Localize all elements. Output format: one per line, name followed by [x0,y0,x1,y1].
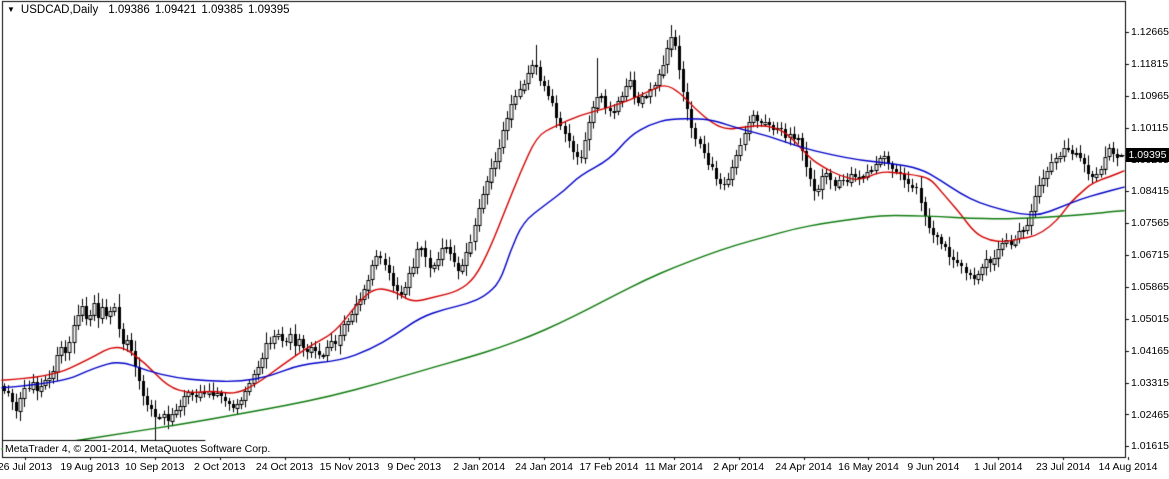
y-axis-label: 1.04165 [1131,344,1169,357]
y-axis-label: 1.10115 [1131,121,1169,134]
quote-high: 1.09421 [154,4,197,16]
x-axis-label: 2 Apr 2014 [713,461,765,473]
y-axis-label: 1.05015 [1131,312,1169,325]
x-axis-label: 11 Mar 2014 [644,461,703,473]
y-axis-label: 1.06715 [1131,249,1169,262]
x-axis-label: 10 Sep 2013 [124,461,185,473]
x-axis-label: 26 Jul 2013 [0,461,53,473]
x-axis-label: 19 Aug 2013 [60,461,120,473]
y-axis-label: 1.02465 [1131,408,1169,421]
copyright-watermark: MetaTrader 4, © 2001-2014, MetaQuotes So… [5,443,271,455]
x-axis-label: 24 Oct 2013 [255,461,314,473]
symbol-timeframe-label: USDCAD,Daily [20,4,99,16]
symbol-dropdown-icon[interactable]: ▼ [7,5,15,14]
x-axis-label: 24 Apr 2014 [775,461,832,473]
y-axis-label: 1.08415 [1131,185,1169,198]
current-price-badge: 1.09395 [1126,147,1169,162]
x-axis-label: 1 Jul 2014 [974,461,1023,473]
x-axis-label: 23 Jul 2014 [1035,461,1091,473]
x-axis-label: 2 Jan 2014 [453,461,506,473]
x-axis-label: 24 Jan 2014 [515,461,573,473]
x-axis-label: 9 Dec 2013 [387,461,442,473]
x-axis-label: 15 Nov 2013 [319,461,380,473]
y-axis-label: 1.05865 [1131,281,1169,293]
quote-close: 1.09395 [247,4,290,16]
y-axis-label: 1.01615 [1131,440,1169,453]
chart-title: ▼ USDCAD,Daily 1.09386 1.09421 1.09385 1.0939… [7,4,295,16]
x-axis-label: 2 Oct 2013 [193,461,246,473]
quote-low: 1.09385 [201,4,243,16]
y-axis-label: 1.03315 [1131,376,1169,389]
quote-open: 1.09386 [108,4,150,16]
y-axis-label: 1.12665 [1131,26,1169,38]
y-axis-label: 1.07565 [1131,217,1169,230]
x-axis-label: 17 Feb 2014 [579,461,639,473]
y-axis-label: 1.11815 [1131,57,1169,70]
x-axis-label: 16 May 2014 [838,461,899,473]
x-axis-label: 9 Jun 2014 [907,461,960,473]
y-axis-label: 1.10965 [1131,89,1169,102]
x-axis-label: 14 Aug 2014 [1098,461,1158,473]
